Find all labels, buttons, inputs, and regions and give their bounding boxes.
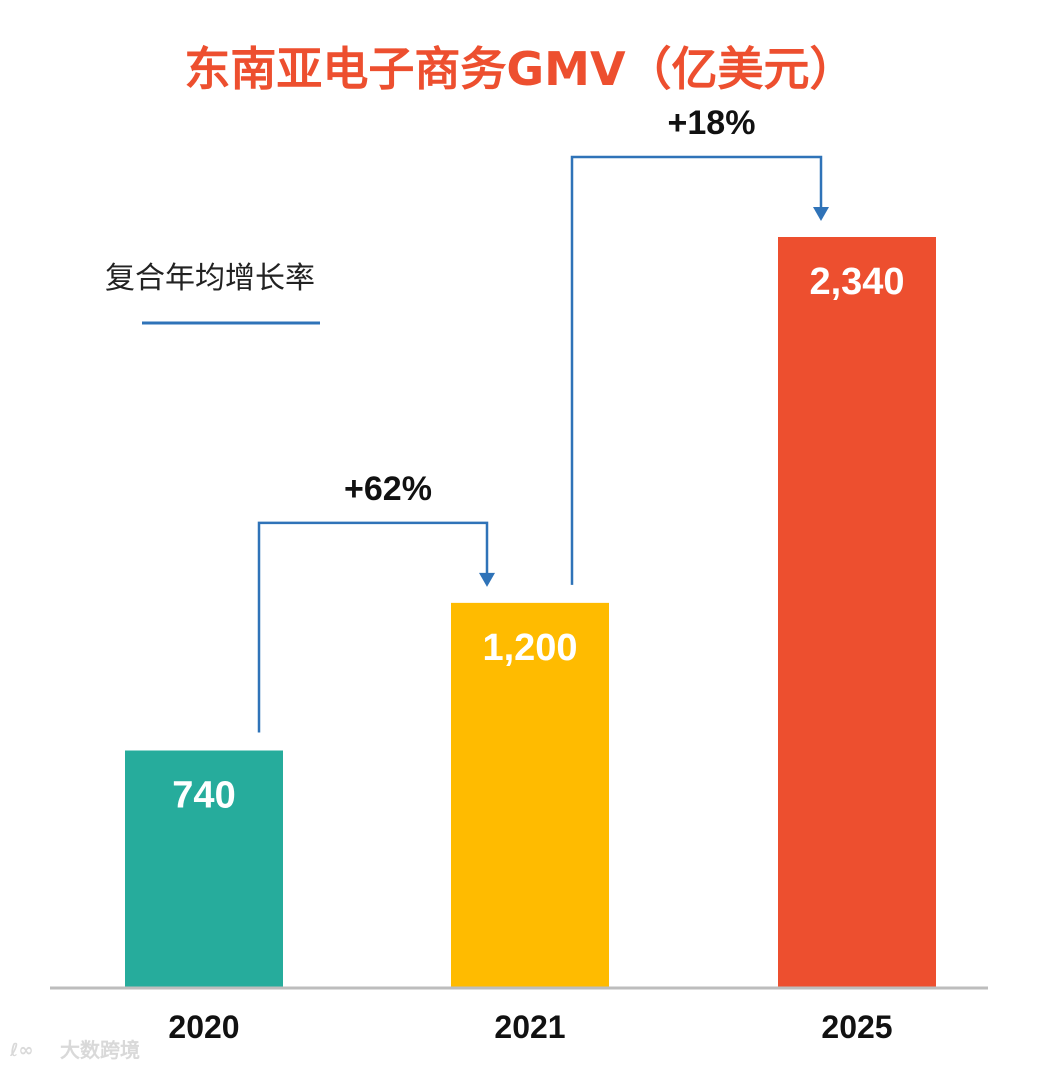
- growth-label-2020-2021: +62%: [344, 470, 432, 508]
- growth-label-2021-2025: +18%: [668, 104, 756, 142]
- watermark: ℓ∞ 大数跨境: [10, 1034, 140, 1063]
- legend: 复合年均增长率: [105, 261, 320, 325]
- watermark-text: 大数跨境: [60, 1038, 140, 1062]
- legend-label: 复合年均增长率: [105, 261, 315, 296]
- growth-connectors: +62% +18%: [257, 104, 829, 733]
- bar-2025: [778, 237, 936, 988]
- bar-value-label-2025: 2,340: [809, 261, 904, 303]
- bar-value-label-2021: 1,200: [482, 627, 577, 669]
- growth-connector-2020-2021: [257, 521, 489, 733]
- svg-text:ℓ∞: ℓ∞: [10, 1040, 33, 1060]
- x-axis-ticks: 2020 2021 2025: [168, 1009, 892, 1045]
- bars: 740 1,200 2,340: [125, 237, 936, 988]
- watermark-logo-icon: ℓ∞: [10, 1040, 33, 1060]
- bar-2021: [451, 602, 609, 988]
- x-tick-label-2025: 2025: [821, 1009, 892, 1045]
- growth-connector-2021-2025: [570, 155, 823, 585]
- bar-2020: [125, 750, 283, 988]
- bar-value-label-2020: 740: [172, 775, 235, 817]
- growth-arrow-2020-2021: [479, 572, 495, 587]
- growth-arrow-2021-2025: [813, 207, 829, 221]
- x-tick-label-2021: 2021: [494, 1009, 565, 1045]
- chart-title: 东南亚电子商务GMV（亿美元）: [184, 42, 855, 96]
- x-tick-label-2020: 2020: [168, 1009, 239, 1045]
